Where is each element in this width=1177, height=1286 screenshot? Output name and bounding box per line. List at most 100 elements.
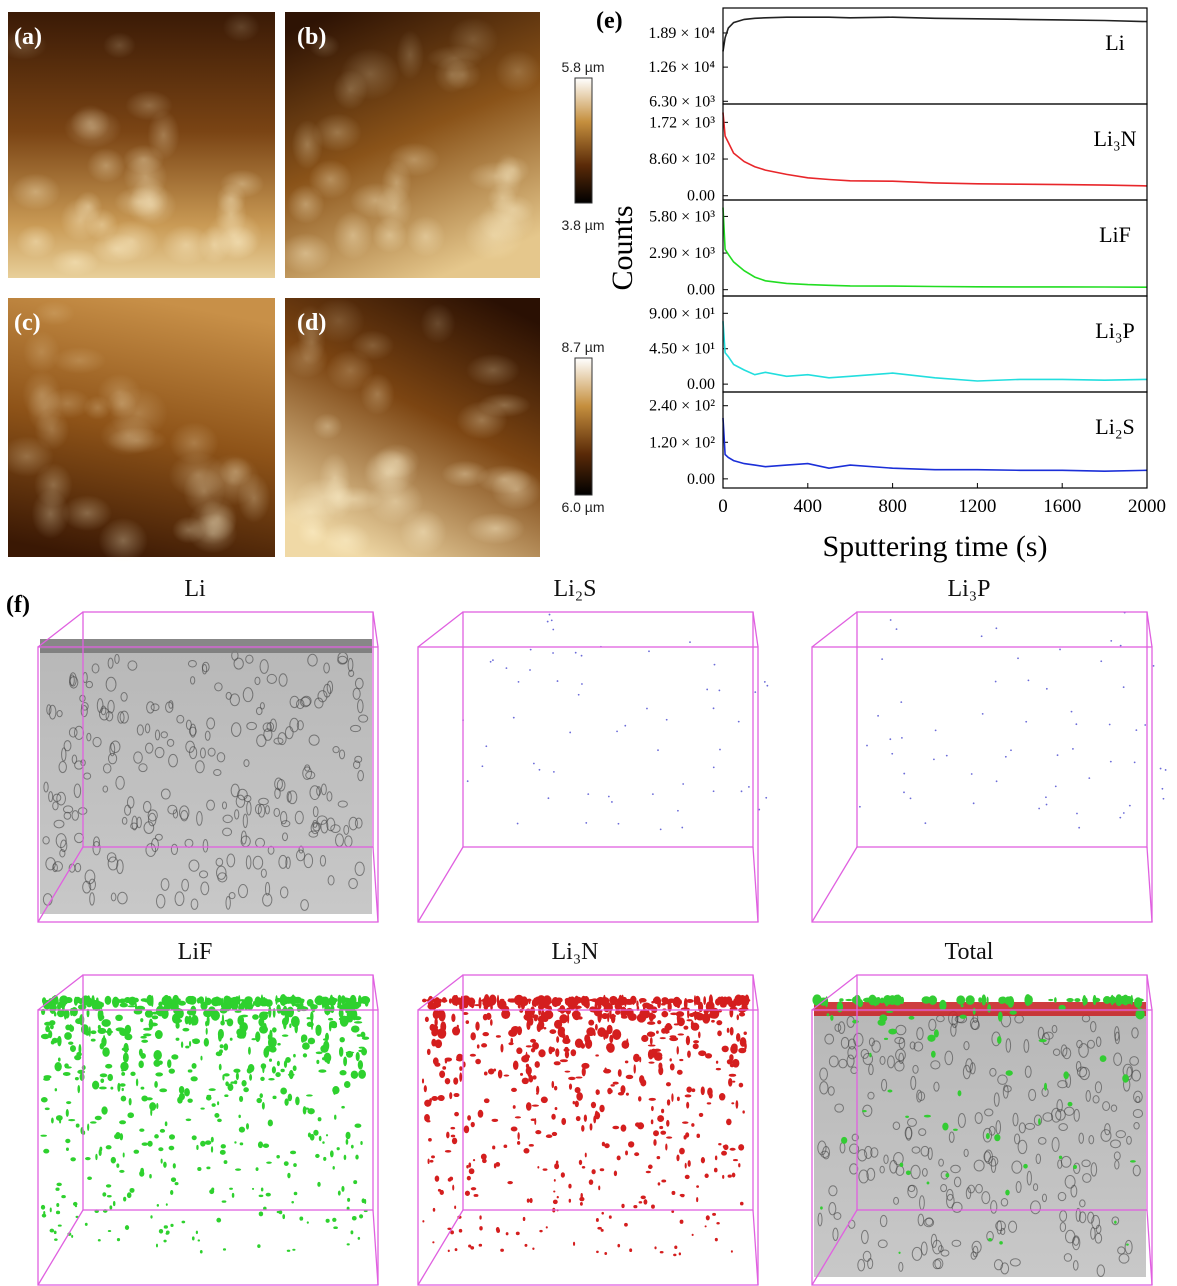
phase-fragment: [1007, 996, 1015, 1008]
phase-fragment: [98, 1086, 107, 1090]
phase-fragment: [149, 1173, 152, 1179]
reconstruction-title: Li₂S: [553, 576, 596, 602]
afm-grain: [34, 462, 73, 508]
phase-fragment: [1058, 1155, 1063, 1160]
box-edge: [752, 1209, 759, 1286]
phase-fragment: [995, 627, 998, 630]
phase-fragment: [302, 1042, 310, 1050]
phase-fragment: [601, 1141, 606, 1147]
phase-fragment: [1159, 767, 1162, 770]
pore: [155, 893, 166, 909]
phase-fragment: [739, 1201, 744, 1206]
pore: [259, 659, 269, 674]
pore: [56, 710, 63, 718]
pore: [1051, 1137, 1060, 1152]
phase-fragment: [628, 1141, 635, 1148]
phase-fragment: [611, 801, 613, 803]
phase-fragment: [1072, 748, 1074, 750]
phase-fragment: [492, 659, 494, 662]
phase-fragment: [354, 1016, 362, 1021]
x-tick-label: 0: [718, 496, 728, 517]
box-edge: [462, 974, 754, 1211]
phase-fragment: [667, 1001, 672, 1012]
pore: [1075, 1207, 1081, 1222]
phase-fragment: [508, 1029, 518, 1037]
phase-fragment: [649, 1037, 653, 1045]
phase-fragment: [434, 1175, 440, 1182]
phase-fragment: [691, 1233, 694, 1237]
phase-fragment: [483, 1098, 490, 1104]
phase-fragment: [594, 1023, 598, 1031]
phase-fragment: [538, 768, 541, 771]
phase-fragment: [260, 1076, 265, 1081]
pore: [327, 875, 335, 886]
afm-grain: [172, 516, 206, 544]
pore: [946, 1193, 955, 1209]
phase-fragment: [521, 1077, 529, 1085]
phase-fragment: [198, 996, 205, 1004]
phase-fragment: [249, 1074, 253, 1081]
pore: [1095, 1036, 1102, 1047]
phase-fragment: [569, 996, 576, 1007]
phase-fragment: [56, 1182, 62, 1187]
pore: [1113, 1151, 1121, 1161]
phase-fragment: [124, 1225, 130, 1230]
phase-fragment: [738, 1082, 744, 1088]
phase-fragment: [65, 1109, 69, 1117]
phase-fragment: [653, 1139, 657, 1146]
afm-grain: [312, 298, 365, 344]
phase-fragment: [141, 1039, 149, 1043]
phase-fragment: [115, 1027, 125, 1032]
box-edge: [462, 611, 754, 848]
phase-fragment: [55, 998, 59, 1004]
pore: [243, 759, 250, 768]
pore: [213, 768, 222, 777]
phase-fragment: [726, 1118, 732, 1126]
pore: [1132, 1164, 1141, 1177]
phase-fragment: [574, 1100, 579, 1108]
phase-fragment: [64, 1032, 72, 1040]
phase-fragment: [340, 995, 346, 1005]
pore: [824, 1033, 835, 1045]
phase-fragment: [163, 1161, 167, 1168]
afm-grain: [102, 32, 136, 59]
pore: [190, 898, 199, 910]
legend-label: Li₃N: [1093, 126, 1136, 151]
pore: [92, 736, 102, 748]
pore: [170, 843, 179, 856]
pore: [269, 718, 277, 732]
pore: [294, 810, 304, 825]
phase-fragment: [477, 1109, 484, 1118]
phase-fragment: [656, 1156, 661, 1160]
box-edge: [752, 974, 759, 1011]
phase-fragment: [657, 749, 659, 752]
phase-fragment: [276, 1210, 281, 1214]
pore: [867, 1258, 874, 1270]
phase-fragment: [291, 1201, 294, 1204]
phase-fragment: [490, 1004, 493, 1010]
phase-fragment: [275, 995, 278, 1005]
pore: [837, 1021, 846, 1034]
phase-fragment: [727, 1174, 732, 1178]
pore: [147, 809, 158, 822]
phase-fragment: [933, 1029, 939, 1038]
pore: [860, 1048, 870, 1059]
pore: [260, 868, 267, 878]
phase-fragment: [258, 1194, 264, 1198]
pore: [105, 676, 117, 692]
pore: [1086, 1039, 1095, 1049]
phase-fragment: [678, 1252, 682, 1256]
pore: [870, 1147, 879, 1158]
phase-fragment: [170, 1177, 177, 1183]
pore: [348, 816, 358, 831]
phase-fragment: [556, 1195, 559, 1199]
phase-fragment: [580, 1192, 583, 1199]
phase-fragment: [290, 1016, 300, 1028]
phase-fragment: [718, 1143, 722, 1146]
pore: [230, 722, 242, 737]
pore: [916, 1027, 924, 1041]
phase-fragment: [45, 1025, 51, 1033]
phase-fragment: [350, 1144, 354, 1149]
afm-grain: [494, 49, 542, 93]
box-edge: [372, 1209, 379, 1286]
